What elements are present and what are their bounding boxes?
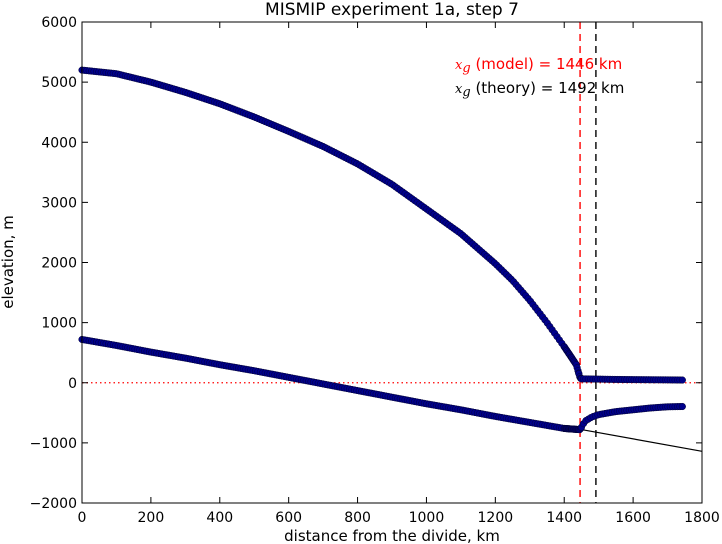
bed-line: [579, 428, 703, 452]
y-tick-label: 3000: [41, 195, 77, 211]
x-tick-label: 600: [275, 510, 302, 526]
annotation-model-text: (model) = 1446 km: [471, 55, 623, 73]
y-tick-label: 2000: [41, 256, 77, 272]
y-tick-label: 4000: [41, 135, 77, 151]
y-tick-label: 6000: [41, 15, 77, 31]
y-tick-label: 5000: [41, 75, 77, 91]
bed-line-group: [579, 428, 703, 452]
x-tick-label: 200: [138, 510, 165, 526]
chart-title: MISMIP experiment 1a, step 7: [265, 0, 519, 20]
annotation-theory-symbol: x: [455, 82, 463, 97]
y-tick-labels: −2000 −1000 0 1000 2000 3000 4000 5000 6000: [30, 15, 77, 512]
x-tick-label: 0: [78, 510, 87, 526]
x-tick-label: 1000: [409, 510, 445, 526]
x-tick-label: 400: [206, 510, 233, 526]
x-axis-label: distance from the divide, km: [284, 527, 500, 544]
x-tick-label: 1200: [478, 510, 514, 526]
x-tick-label: 800: [344, 510, 371, 526]
axis-ticks: [81, 21, 703, 504]
y-tick-label: −1000: [30, 436, 77, 452]
annotation-theory: xg (theory) = 1492 km: [455, 79, 624, 100]
x-tick-label: 1600: [615, 510, 651, 526]
annotation-theory-text: (theory) = 1492 km: [471, 79, 625, 97]
x-tick-label: 1400: [546, 510, 582, 526]
annotation-theory-subscript: g: [462, 85, 470, 100]
y-tick-label: −2000: [30, 496, 77, 512]
y-tick-label: 1000: [41, 316, 77, 332]
annotation-model-symbol: x: [455, 58, 463, 73]
y-tick-label: 0: [68, 376, 77, 392]
base-point: [678, 402, 686, 411]
x-tick-label: 1800: [684, 510, 720, 526]
data-points-group: [78, 66, 686, 434]
surface-point: [678, 376, 686, 384]
x-tick-labels: 0 200 400 600 800 1000 1200 1400 1600 1800: [78, 510, 720, 526]
annotation-model-subscript: g: [462, 61, 470, 76]
plot-background: [82, 22, 702, 503]
y-axis-label: elevation, m: [0, 215, 17, 309]
annotation-model: xg (model) = 1446 km: [455, 55, 622, 76]
